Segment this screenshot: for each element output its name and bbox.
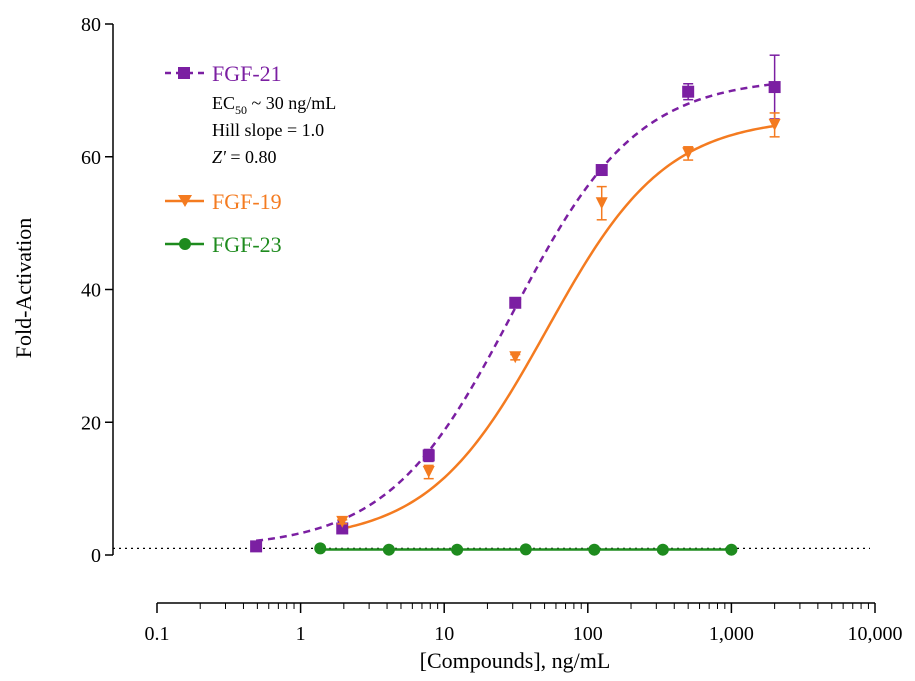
fit-curve-fgf-19 [341,124,775,530]
point-fgf-23 [519,543,532,556]
x-tick-label-0: 0.1 [145,623,170,645]
legend-label-fgf19: FGF-19 [212,189,282,214]
point-fgf-19 [422,466,435,479]
legend-item-fgf23: FGF-23 [165,232,282,257]
x-tick-label-4: 1,000 [709,623,754,645]
y-tick-label-1: 20 [81,412,101,434]
data-points [250,54,781,556]
point-fgf-23 [725,543,738,556]
point-fgf-21 [250,540,263,553]
x-tick-label-5: 10,000 [848,623,903,645]
point-fgf-23 [314,542,327,555]
point-fgf-19 [682,147,695,160]
ec50-note: EC50 ~ 30 ng/mL [212,93,336,117]
legend-item-fgf19: FGF-19 [165,189,282,214]
legend: FGF-21 EC50 ~ 30 ng/mL Hill slope = 1.0 … [165,61,336,257]
z-prime-note: Z' = 0.80 [212,147,277,167]
point-fgf-23 [451,543,464,556]
hill-slope-note: Hill slope = 1.0 [212,120,324,140]
x-tick-label-1: 1 [296,623,306,645]
y-tick-label-4: 80 [81,14,101,36]
x-tick-label-2: 10 [434,623,454,645]
y-tick-label-2: 40 [81,280,101,302]
legend-label-fgf23: FGF-23 [212,232,282,257]
x-tick-label-3: 100 [573,623,603,645]
point-fgf-23 [382,543,395,556]
legend-marker-fgf23 [179,238,191,250]
x-axis-title: [Compounds], ng/mL [420,648,611,673]
fit-curve-fgf-21 [255,82,775,543]
legend-marker-fgf21 [178,67,190,79]
y-axis-title: Fold-Activation [11,218,36,359]
point-fgf-21 [509,296,522,309]
point-fgf-19 [336,515,349,528]
y-tick-label-3: 60 [81,147,101,169]
point-fgf-21 [422,449,435,462]
point-fgf-21 [336,522,349,535]
y-tick-label-0: 0 [91,545,101,567]
legend-marker-fgf19 [178,195,192,207]
axes: 0 20 40 60 80 0.1 1 10 100 1,000 10,000 [81,14,903,645]
point-fgf-19 [509,351,522,364]
legend-item-fgf21: FGF-21 [165,61,282,86]
point-fgf-19 [768,118,781,131]
point-fgf-23 [588,543,601,556]
point-fgf-19 [595,197,608,210]
point-fgf-21 [682,85,695,98]
point-fgf-23 [656,543,669,556]
point-fgf-21 [768,81,781,94]
point-fgf-21 [595,164,608,177]
legend-label-fgf21: FGF-21 [212,61,282,86]
fit-curves [255,82,775,551]
